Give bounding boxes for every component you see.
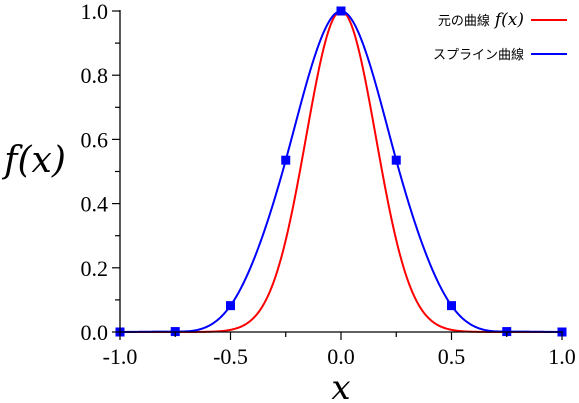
- x-tick-label: 0.0: [327, 344, 355, 369]
- y-tick-label: 1.0: [81, 0, 109, 24]
- x-tick-label: -0.5: [213, 344, 248, 369]
- y-axis-title: f(x): [1, 140, 66, 181]
- y-tick-label: 0.0: [81, 320, 109, 345]
- legend-label: 元の曲線 f(x): [438, 10, 524, 30]
- spline-knot-marker: [447, 301, 456, 311]
- x-tick-label: 0.5: [438, 344, 466, 369]
- spline-knot-marker: [336, 6, 346, 16]
- legend-label: スプライン曲線: [433, 47, 524, 63]
- y-tick-label: 0.8: [81, 63, 109, 88]
- spline-knot-marker: [226, 301, 235, 311]
- spline-knot-marker: [391, 155, 401, 165]
- x-tick-label: 1.0: [548, 344, 576, 369]
- y-tick-label: 0.2: [81, 256, 109, 281]
- x-axis-title: x: [331, 368, 350, 403]
- x-tick-label: -1.0: [103, 344, 138, 369]
- y-tick-label: 0.4: [81, 192, 109, 217]
- y-tick-label: 0.6: [81, 127, 109, 152]
- spline-knot-marker: [281, 155, 291, 165]
